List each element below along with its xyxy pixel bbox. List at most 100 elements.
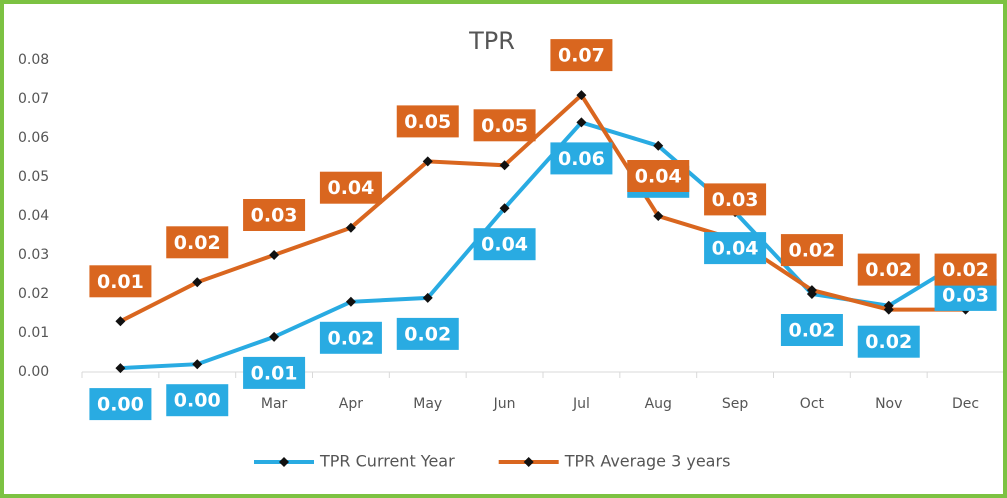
- point-marker: [422, 292, 433, 303]
- data-label: 0.04: [627, 160, 690, 192]
- y-tick-label: 0.00: [18, 364, 49, 380]
- point-marker: [499, 160, 510, 171]
- data-label: 0.02: [396, 317, 459, 350]
- data-label: 0.01: [243, 356, 306, 389]
- data-label: 0.02: [857, 325, 920, 358]
- data-label-text: 0.02: [327, 327, 374, 349]
- legend-item: TPR Average 3 years: [498, 452, 731, 471]
- chart-title: TPR: [468, 27, 515, 55]
- data-label-box: [243, 356, 306, 389]
- data-label-text: 0.04: [327, 177, 374, 199]
- data-label-text: 0.02: [865, 259, 912, 281]
- data-label-text: 0.01: [251, 362, 298, 384]
- data-label-text: 0.00: [97, 394, 144, 416]
- data-label: 0.02: [166, 226, 229, 259]
- point-marker: [653, 211, 664, 221]
- data-label-text: 0.00: [174, 390, 221, 412]
- data-label-box: [396, 105, 459, 138]
- data-label: 0.02: [780, 314, 843, 346]
- data-label-box: [704, 232, 767, 265]
- x-tick-label: Mar: [261, 396, 288, 412]
- data-label-box: [166, 226, 229, 259]
- point-marker: [345, 296, 356, 307]
- data-label-box: [934, 253, 997, 286]
- point-marker: [269, 331, 280, 342]
- data-label-box: [857, 325, 920, 358]
- data-label-text: 0.02: [788, 320, 835, 342]
- data-label-box: [319, 171, 382, 204]
- series-line: [119, 92, 966, 324]
- point-marker: [345, 222, 356, 233]
- data-label: 0.02: [934, 253, 997, 286]
- data-label: 0.01: [89, 265, 152, 298]
- point-marker: [115, 316, 126, 327]
- point-marker: [115, 363, 126, 374]
- data-label-box: [857, 253, 920, 286]
- point-marker: [576, 117, 587, 128]
- y-tick-label: 0.05: [18, 169, 49, 185]
- x-tick-label: Nov: [875, 396, 902, 412]
- data-label: 0.00: [89, 388, 152, 421]
- data-label-box: [89, 265, 152, 298]
- chart: TPR 0.00 0.01 0.02 0.03 0.04 0.05 0.06 0.07 0.08…: [18, 27, 1003, 471]
- point-marker: [422, 156, 433, 167]
- data-label-box: [89, 388, 152, 421]
- x-tick-label: Sep: [722, 396, 749, 412]
- data-label-text: 0.06: [558, 148, 605, 170]
- data-label-text: 0.04: [712, 238, 759, 260]
- point-marker: [576, 90, 587, 101]
- data-label-text: 0.05: [481, 115, 528, 137]
- x-tick-label: Jul: [572, 396, 590, 412]
- data-label: 0.03: [704, 183, 767, 216]
- data-label: 0.02: [780, 234, 843, 267]
- data-label: 0.00: [166, 384, 229, 417]
- data-label-text: 0.02: [942, 259, 989, 281]
- legend-marker: [279, 457, 289, 467]
- data-label-text: 0.03: [712, 189, 759, 211]
- x-tick-label: Jun: [493, 396, 516, 412]
- y-tick-label: 0.02: [18, 286, 49, 302]
- point-marker: [883, 304, 894, 315]
- data-label: 0.04: [319, 171, 382, 204]
- y-tick-label: 0.01: [18, 325, 49, 341]
- legend-label: TPR Current Year: [319, 452, 455, 471]
- data-label-text: 0.01: [97, 271, 144, 293]
- data-label-box: [166, 384, 229, 417]
- point-marker: [653, 140, 664, 151]
- data-label-box: [550, 142, 613, 175]
- data-label-text: 0.07: [558, 45, 605, 67]
- y-tick-label: 0.03: [18, 247, 49, 263]
- data-label: 0.04: [473, 228, 536, 261]
- x-tick-label: Apr: [339, 396, 363, 412]
- data-label-text: 0.05: [404, 111, 451, 133]
- x-tick-label: May: [413, 396, 442, 412]
- data-label-box: [780, 314, 843, 346]
- data-label-text: 0.02: [788, 240, 835, 262]
- data-label-box: [473, 109, 536, 142]
- data-label-box: [704, 183, 767, 216]
- data-label: 0.05: [473, 109, 536, 142]
- y-tick-label: 0.07: [18, 91, 49, 107]
- data-label-box: [780, 234, 843, 267]
- data-label-box: [550, 39, 613, 72]
- data-label-text: 0.04: [481, 234, 528, 256]
- legend-label: TPR Average 3 years: [564, 452, 731, 471]
- x-tick-label: Oct: [800, 396, 825, 412]
- data-label: 0.04: [704, 232, 767, 265]
- legend-item: TPR Current Year: [254, 452, 455, 471]
- series-line: [120, 120, 967, 371]
- y-tick-label: 0.06: [18, 130, 49, 146]
- data-label-text: 0.02: [174, 232, 221, 254]
- legend-marker: [523, 457, 534, 467]
- data-label-box: [243, 199, 306, 231]
- data-label-box: [319, 321, 382, 354]
- data-label-text: 0.02: [865, 331, 912, 353]
- data-label: 0.02: [857, 253, 920, 286]
- y-tick-label: 0.04: [18, 208, 49, 224]
- data-label-box: [473, 228, 536, 261]
- point-marker: [192, 277, 203, 288]
- data-label: 0.02: [319, 321, 382, 354]
- point-marker: [269, 250, 280, 260]
- x-tick-label: Aug: [645, 396, 672, 412]
